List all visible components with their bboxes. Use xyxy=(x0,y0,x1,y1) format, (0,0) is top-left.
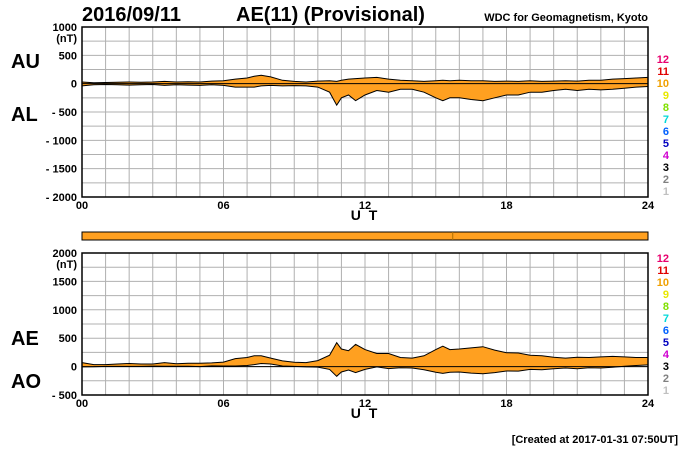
y-tick-label: - 500 xyxy=(52,390,77,402)
y-tick-label: 500 xyxy=(59,50,77,62)
station-count-label: 9 xyxy=(663,289,669,301)
y-tick-label: - 1000 xyxy=(46,135,77,147)
station-count-label: 2 xyxy=(663,373,669,385)
station-count-label: 12 xyxy=(657,54,669,66)
station-count-label: 7 xyxy=(663,313,669,325)
index-title: AE(11) (Provisional) xyxy=(236,4,425,26)
unit-label: (nT) xyxy=(56,259,77,271)
station-count-label: 10 xyxy=(657,78,669,90)
station-count-label: 6 xyxy=(663,325,669,337)
x-tick-label: 24 xyxy=(642,398,655,410)
unit-label: (nT) xyxy=(56,33,77,45)
station-count-label: 3 xyxy=(663,361,669,373)
plot-frame xyxy=(81,252,649,396)
x-tick-label: 18 xyxy=(500,200,512,212)
x-tick-label: 12 xyxy=(359,200,371,212)
station-count-label: 1 xyxy=(663,385,669,397)
y-tick-label: 500 xyxy=(59,333,77,345)
station-count-label: 4 xyxy=(663,150,670,162)
station-count-label: 3 xyxy=(663,162,669,174)
area-fill xyxy=(82,342,648,377)
x-tick-label: 12 xyxy=(359,398,371,410)
station-count-label: 9 xyxy=(663,90,669,102)
station-count-label: 8 xyxy=(663,102,669,114)
created-timestamp: [Created at 2017-01-31 07:50UT] xyxy=(512,434,679,446)
series-label-ae: AE xyxy=(11,328,39,350)
panel-au-al: 1000 500 0 - 500 - 1000 - 1500 - 2000 (nT) 00 06 1… xyxy=(11,22,670,223)
y-tick-label: - 1500 xyxy=(46,164,77,176)
grid xyxy=(82,27,648,197)
y-tick-label: 0 xyxy=(71,362,77,374)
series-line-al xyxy=(81,83,649,107)
station-count-label: 7 xyxy=(663,114,669,126)
x-tick-label: 18 xyxy=(500,398,512,410)
y-tick-label: 2000 xyxy=(53,248,77,260)
series-line-ae xyxy=(81,341,648,366)
y-tick-label: 1000 xyxy=(53,22,77,34)
station-count-label: 8 xyxy=(663,301,669,313)
y-tick-label: - 500 xyxy=(52,107,77,119)
organization-label: WDC for Geomagnetism, Kyoto xyxy=(484,12,648,24)
series-label-ao: AO xyxy=(11,371,41,393)
station-count-label: 5 xyxy=(663,337,669,349)
station-count-label: 12 xyxy=(657,253,669,265)
data-availability-bar xyxy=(81,231,649,241)
x-axis-label: U T xyxy=(351,405,380,421)
station-count-label: 11 xyxy=(657,265,669,277)
station-count-label: 10 xyxy=(657,277,669,289)
station-count-label: 2 xyxy=(663,174,669,186)
y-tick-label: 1500 xyxy=(53,276,77,288)
station-count-label: 1 xyxy=(663,186,669,198)
x-tick-label: 24 xyxy=(642,200,655,212)
y-tick-label: 1000 xyxy=(53,305,77,317)
station-count-label: 6 xyxy=(663,126,669,138)
x-axis-label: U T xyxy=(351,207,380,223)
x-tick-label: 00 xyxy=(76,398,88,410)
x-tick-label: 00 xyxy=(76,200,88,212)
date-title: 2016/09/11 xyxy=(82,4,181,26)
series-line-au xyxy=(81,74,649,84)
series-label-al: AL xyxy=(11,104,38,126)
series-label-au: AU xyxy=(11,51,40,73)
plot-frame xyxy=(81,26,649,198)
y-tick-label: - 2000 xyxy=(46,192,77,204)
x-tick-label: 06 xyxy=(217,398,229,410)
station-count-label: 11 xyxy=(657,66,669,78)
station-count-label: 4 xyxy=(663,349,670,361)
x-tick-label: 06 xyxy=(217,200,229,212)
station-count-label: 5 xyxy=(663,138,669,150)
grid xyxy=(82,253,648,395)
area-fill xyxy=(82,75,648,106)
y-tick-label: 0 xyxy=(71,79,77,91)
